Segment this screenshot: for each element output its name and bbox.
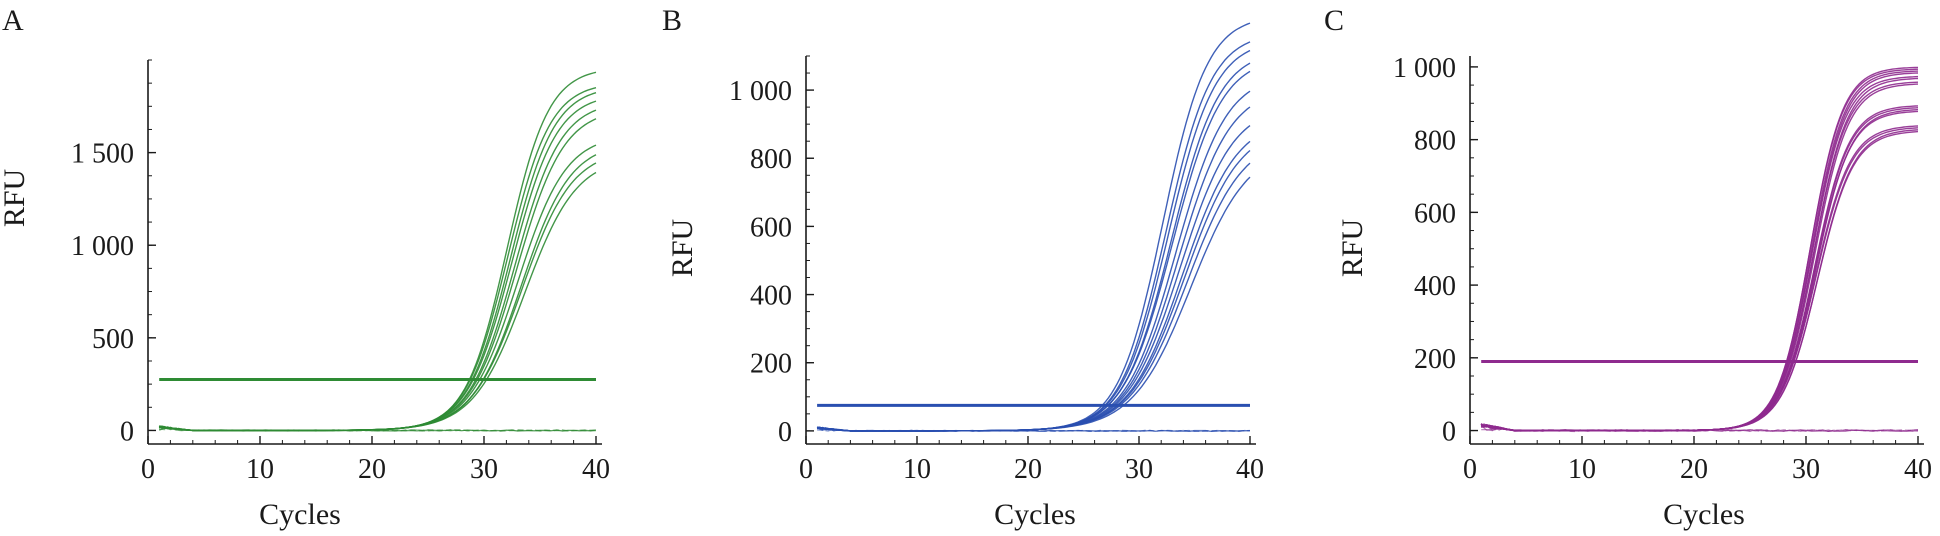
panel-c: C RFU Cycles 0 200 400 600 800 1 000 0 10 20 30 40 [1324,4,1932,531]
baseline-trace [817,428,1251,433]
amplification-curve [817,62,1251,432]
y-tick-label: 1 000 [1393,53,1456,84]
panel-a: A RFU Cycles 0 500 1 000 1 500 0 10 20 30 40 [0,4,610,531]
panel-a-plot: 0 500 1 000 1 500 0 10 20 30 40 [71,59,610,485]
panel-b-y-axis-title: RFU [666,218,699,277]
x-tick-label: 20 [1014,454,1042,485]
baseline-trace [1481,426,1919,433]
x-tick-label: 40 [582,454,610,485]
x-tick-label: 10 [903,454,931,485]
y-tick-label: 1 000 [729,76,792,107]
amplification-curve [1481,130,1919,432]
y-tick-label: 600 [1414,198,1456,229]
amplification-curve [816,149,1251,432]
y-tick-label: 800 [1414,126,1456,157]
x-tick-label: 10 [1568,454,1596,485]
y-tick-label: 1 500 [71,139,134,170]
amplification-curve [1480,68,1919,432]
y-tick-label: 200 [1414,344,1456,375]
y-tick-label: 0 [1442,417,1456,448]
x-tick-label: 0 [141,454,155,485]
panel-b-x-axis-title: Cycles [994,498,1076,531]
x-tick-label: 40 [1904,454,1932,485]
panel-a-letter: A [2,4,24,37]
amplification-curve [1480,81,1919,432]
amplification-curve [1480,129,1919,432]
y-tick-label: 500 [92,324,134,355]
amplification-curve [158,118,597,432]
amplification-curve [1480,70,1919,432]
y-tick-label: 0 [778,417,792,448]
amplification-curve [158,162,597,432]
x-tick-label: 20 [1680,454,1708,485]
y-tick-label: 600 [750,212,792,243]
x-tick-label: 20 [358,454,386,485]
amplification-curve [816,22,1251,432]
amplification-curve [1480,105,1919,432]
x-tick-label: 30 [1792,454,1820,485]
panel-c-x-axis-title: Cycles [1663,498,1745,531]
x-tick-label: 0 [1463,454,1477,485]
x-tick-label: 30 [1125,454,1153,485]
amplification-curve [1480,72,1919,432]
y-tick-label: 0 [120,416,134,447]
panel-c-y-axis-title: RFU [1336,218,1369,277]
amplification-curve [159,144,597,432]
panel-b: B RFU Cycles 0 200 400 600 800 1 000 0 10 20 30 40 [662,4,1264,531]
panel-c-letter: C [1324,4,1344,37]
x-tick-label: 40 [1236,454,1264,485]
y-tick-label: 400 [750,281,792,312]
x-tick-label: 30 [470,454,498,485]
amplification-curve [817,49,1251,432]
panel-a-y-axis-title: RFU [0,168,31,227]
amplification-curve [1480,107,1919,432]
amplification-curve [158,71,597,432]
amplification-curve [1480,77,1919,432]
y-tick-label: 800 [750,144,792,175]
panel-b-letter: B [662,4,682,37]
baseline-trace [159,426,597,432]
panel-a-x-axis-title: Cycles [259,498,341,531]
panel-b-plot: 0 200 400 600 800 1 000 0 10 20 30 40 [729,22,1264,485]
amplification-curve [817,176,1251,432]
panel-c-plot: 0 200 400 600 800 1 000 0 10 20 30 40 [1393,53,1932,485]
amplification-curve [817,90,1251,432]
amplification-curve [816,162,1251,432]
y-tick-label: 400 [1414,271,1456,302]
amplification-curve [1481,75,1919,432]
y-tick-label: 200 [750,349,792,380]
amplification-curve [1480,66,1919,432]
amplification-curve [1480,127,1919,432]
y-tick-label: 1 000 [71,231,134,262]
x-tick-label: 0 [799,454,813,485]
x-tick-label: 10 [246,454,274,485]
amplification-curve [1480,125,1919,432]
